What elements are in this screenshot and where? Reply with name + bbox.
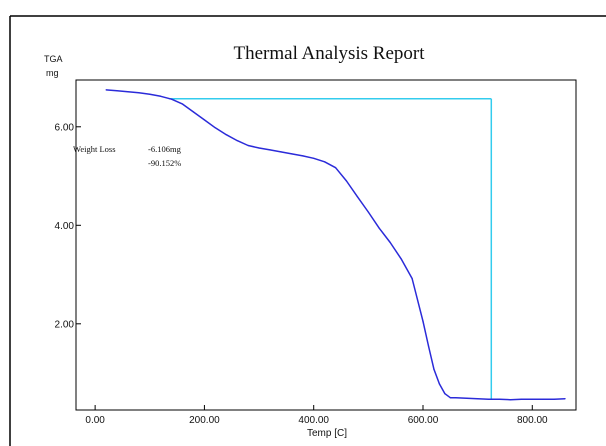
tga-data-point <box>345 180 348 182</box>
tga-data-point <box>192 111 195 113</box>
tga-data-point <box>160 95 162 97</box>
tga-data-point <box>225 134 227 136</box>
tga-data-point <box>324 161 326 163</box>
tga-data-point <box>531 398 533 400</box>
tga-data-point <box>214 127 216 129</box>
tga-data-point <box>389 241 391 244</box>
tga-data-point <box>247 144 249 147</box>
chart-title: Thermal Analysis Report <box>233 43 425 64</box>
y-axis-unit: mg <box>46 68 59 78</box>
x-tick-label: 0.00 <box>85 415 105 426</box>
tga-data-point <box>236 140 238 142</box>
tga-data-point <box>356 196 358 198</box>
x-axis-label: Temp [C] <box>307 428 347 439</box>
tga-data-point <box>138 92 140 94</box>
tga-data-point <box>422 320 424 322</box>
tga-data-point <box>105 89 107 91</box>
x-tick-label: 200.00 <box>189 415 220 426</box>
tga-data-point <box>269 149 271 151</box>
tga-data-point <box>400 258 402 260</box>
tga-data-point <box>280 151 282 153</box>
tga-data-point <box>455 397 457 399</box>
tga-data-point <box>466 397 468 399</box>
tga-data-point <box>116 90 118 92</box>
tga-data-point <box>438 383 440 385</box>
plot-area <box>75 79 577 411</box>
y-tick-label: 4.00 <box>55 221 75 232</box>
tga-data-point <box>427 345 430 347</box>
tga-data-point <box>411 277 413 280</box>
tga-data-point <box>127 91 129 93</box>
tga-curve-line <box>106 89 566 401</box>
tga-data-point <box>367 211 369 213</box>
weight-loss-percent: -90.152% <box>148 158 181 168</box>
tga-data-point <box>498 398 501 400</box>
tga-data-point <box>449 397 451 399</box>
tga-data-point <box>444 393 446 395</box>
x-tick-label: 600.00 <box>408 415 439 426</box>
tga-data-point <box>203 119 205 121</box>
tga-data-point <box>182 103 184 105</box>
tga-data-point <box>171 98 173 100</box>
y-tick-label: 2.00 <box>55 319 75 330</box>
tga-data-point <box>291 153 293 155</box>
tga-data-point <box>488 398 490 400</box>
x-tick-label: 800.00 <box>517 415 548 426</box>
tga-data-point <box>149 93 151 95</box>
tga-data-point <box>509 399 511 401</box>
tga-data-point <box>335 167 337 169</box>
tga-data-point <box>378 227 380 229</box>
weight-loss-mass: -6.106mg <box>148 144 182 154</box>
tga-data-point <box>302 155 304 157</box>
tga-data-point <box>433 368 435 370</box>
y-axis-name: TGA <box>44 54 63 64</box>
tga-data-point <box>553 398 555 400</box>
tga-data-point <box>313 157 315 159</box>
y-tick-label: 6.00 <box>55 122 75 133</box>
x-tick-label: 400.00 <box>298 415 329 426</box>
tga-data-point <box>477 398 479 400</box>
tga-data-point <box>520 398 523 400</box>
tga-data-point <box>258 147 260 149</box>
tga-data-point <box>564 398 566 400</box>
tga-data-point <box>542 398 544 400</box>
weight-loss-label: Weight Loss <box>73 144 116 154</box>
